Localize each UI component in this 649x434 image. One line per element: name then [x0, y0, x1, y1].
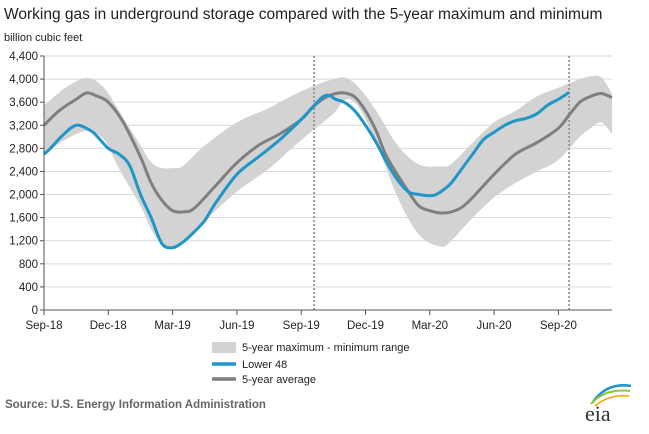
x-tick-label: Jun-20 — [477, 320, 512, 332]
y-tick-label: 400 — [19, 282, 38, 294]
x-tick-label: Mar-20 — [412, 320, 448, 332]
y-tick-label: 1,200 — [9, 236, 38, 248]
y-tick-label: 2,400 — [9, 166, 38, 178]
y-tick-label: 3,200 — [9, 120, 38, 132]
x-tick-label: Sep-19 — [283, 320, 320, 332]
x-tick-label: Sep-18 — [25, 320, 62, 332]
y-tick-label: 2,000 — [9, 190, 38, 202]
series-line-average — [42, 91, 613, 215]
y-tick-label: 4,000 — [9, 74, 38, 86]
eia-logo-text: eia — [585, 401, 611, 424]
source-note: Source: U.S. Energy Information Administ… — [5, 399, 266, 411]
x-tick-label: Jun-19 — [219, 320, 254, 332]
chart-title: Working gas in underground storage compa… — [4, 6, 603, 23]
range-area — [44, 75, 612, 247]
y-tick-label: 0 — [32, 305, 38, 317]
y-tick-label: 800 — [19, 259, 38, 271]
legend-label-lower48: Lower 48 — [242, 359, 287, 371]
eia-logo-swoosh-icon — [590, 389, 631, 405]
y-tick-label: 2,800 — [9, 143, 38, 155]
y-axis-unit-label: billion cubic feet — [4, 32, 83, 44]
legend: 5-year maximum - minimum range Lower 48 … — [212, 342, 409, 386]
y-tick-label: 1,600 — [9, 213, 38, 225]
eia-logo: eia — [585, 384, 632, 424]
legend-label-average: 5-year average — [242, 374, 316, 386]
axes — [43, 56, 612, 311]
eia-logo-swoosh-icon — [594, 394, 630, 407]
x-tick-label: Mar-19 — [154, 320, 190, 332]
legend-swatch-range — [212, 342, 236, 353]
x-tick-label: Sep-20 — [540, 320, 577, 332]
x-tick-label: Dec-18 — [90, 320, 127, 332]
y-tick-label: 4,400 — [9, 51, 38, 63]
series-line-lower48 — [43, 91, 570, 250]
x-tick-labels: Sep-18 Dec-18 Mar-19 Jun-19 Sep-19 Dec-19 Mar-… — [25, 310, 577, 332]
eia-logo-swoosh-icon — [591, 384, 632, 403]
y-tick-labels: 0 400 800 1,200 1,600 2,000 2,400 2,800 3,200 3,6… — [9, 51, 44, 317]
legend-label-range: 5-year maximum - minimum range — [242, 342, 409, 354]
x-tick-label: Dec-19 — [347, 320, 384, 332]
y-tick-label: 3,600 — [9, 97, 38, 109]
